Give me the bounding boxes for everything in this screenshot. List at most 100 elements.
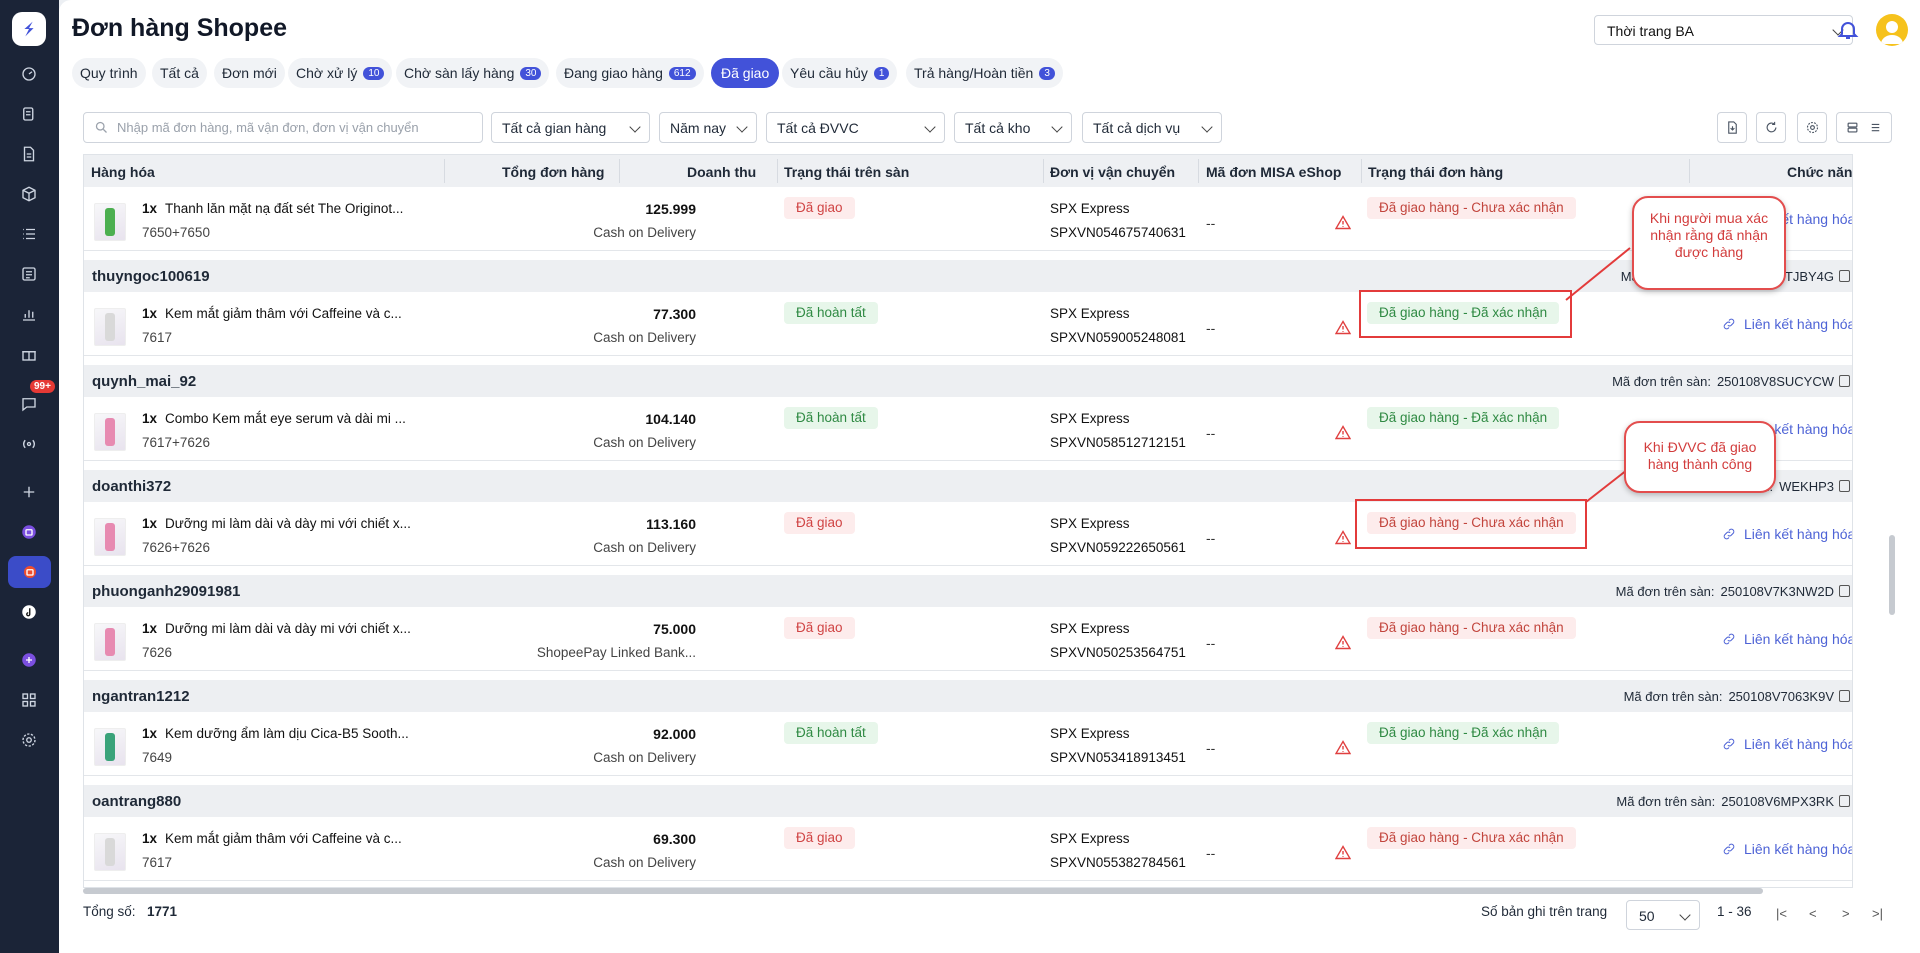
table-row[interactable]: 1x Combo Kem mắt eye serum và dài mi ... … [84,397,1852,461]
bell-icon[interactable] [1836,18,1860,42]
tracking-number[interactable]: SPXVN059005248081 [1050,330,1186,345]
tiktok-icon[interactable] [15,598,43,626]
warning-icon[interactable] [1335,635,1351,650]
product-name[interactable]: 1x Thanh lăn mặt nạ đất sét The Originot.… [142,201,403,216]
warning-icon[interactable] [1335,425,1351,440]
tracking-number[interactable]: SPXVN055382784561 [1050,855,1186,870]
tab-tra-hang[interactable]: Trả hàng/Hoàn tiền 3 [906,58,1063,88]
warning-icon[interactable] [1335,530,1351,545]
tab-cho-xu-ly[interactable]: Chờ xử lý 10 [288,58,393,88]
warehouse-filter[interactable]: Tất cả kho [954,112,1072,143]
prev-page-icon[interactable]: < [1809,906,1817,921]
export-button[interactable] [1717,112,1747,143]
table-row[interactable]: 1x Dưỡng mi làm dài và dày mi với chiết x… [84,502,1852,566]
refresh-button[interactable] [1756,112,1786,143]
buyer-name: ngantran1212 [92,688,190,705]
product-name[interactable]: 1x Kem mắt giảm thâm với Caffeine và c... [142,831,402,846]
report-icon[interactable] [15,300,43,328]
warning-icon[interactable] [1335,845,1351,860]
table-row[interactable]: 1x Thanh lăn mặt nạ đất sét The Originot.… [84,187,1852,251]
copy-icon[interactable] [1839,270,1850,282]
apps-icon[interactable] [15,686,43,714]
warning-icon[interactable] [1335,740,1351,755]
payment-method: Cash on Delivery [593,330,696,345]
tab-label: Đang giao hàng [564,65,663,81]
tab-don-moi[interactable]: Đơn mới [214,58,285,88]
shop-filter[interactable]: Tất cả gian hàng [491,112,650,143]
link-product-button[interactable]: Liên kết hàng hóa [1722,841,1852,857]
box-icon[interactable] [15,180,43,208]
orders-icon[interactable] [15,100,43,128]
horizontal-scrollbar[interactable] [83,888,1763,894]
add-icon[interactable] [15,478,43,506]
chat-icon[interactable] [15,390,43,418]
gear-icon [1806,121,1818,134]
page-size-label: Số bản ghi trên trang [1481,904,1608,919]
table-row[interactable]: 1x Dưỡng mi làm dài và dày mi với chiết x… [84,607,1852,671]
page-size-select[interactable]: 50 [1626,900,1700,930]
buyer-name: oantrang880 [92,793,182,810]
document-icon[interactable] [15,140,43,168]
tracking-number[interactable]: SPXVN050253564751 [1050,645,1186,660]
tab-dang-giao-hang[interactable]: Đang giao hàng 612 [556,58,704,88]
search-input[interactable]: Nhập mã đơn hàng, mã vận đơn, đơn vị vận… [83,112,483,143]
card-view-icon[interactable] [1845,120,1860,135]
table-row[interactable]: 1x Kem mắt giảm thâm với Caffeine và c...… [84,292,1852,356]
link-product-button[interactable]: Liên kết hàng hóa [1722,316,1852,332]
warning-icon[interactable] [1335,320,1351,335]
tracking-number[interactable]: SPXVN054675740631 [1050,225,1186,240]
next-page-icon[interactable]: > [1842,906,1850,921]
copy-icon[interactable] [1839,480,1850,492]
app-logo[interactable] [12,12,46,46]
first-page-icon[interactable]: |< [1776,906,1787,921]
shop-selector[interactable]: Thời trang BA [1594,15,1853,45]
order-group-header: oantrang880 Mã đơn trên sàn: 250108V6MPX3… [84,785,1852,817]
tab-da-giao[interactable]: Đã giao [711,58,780,88]
copy-icon[interactable] [1839,690,1850,702]
total-value: 1771 [147,904,178,919]
product-name[interactable]: 1x Kem mắt giảm thâm với Caffeine và c... [142,306,402,321]
list-icon[interactable] [15,220,43,248]
vertical-scrollbar[interactable] [1889,535,1895,615]
tab-cho-san-lay-hang[interactable]: Chờ sàn lấy hàng 30 [396,58,550,88]
link-product-button[interactable]: Liên kết hàng hóa [1722,631,1852,647]
warning-icon[interactable] [1335,215,1351,230]
broadcast-icon[interactable] [15,430,43,458]
integration-icon[interactable] [15,646,43,674]
table-row[interactable]: 1x Kem mắt giảm thâm với Caffeine và c...… [84,817,1852,881]
product-name[interactable]: 1x Dưỡng mi làm dài và dày mi với chiết x… [142,516,411,531]
gift-icon[interactable] [15,340,43,368]
product-name[interactable]: 1x Kem dưỡng ẩm làm dịu Cica-B5 Sooth... [142,726,409,741]
settings-button[interactable] [1797,112,1827,143]
link-icon [1723,738,1735,750]
copy-icon[interactable] [1839,375,1850,387]
last-page-icon[interactable]: >| [1872,906,1883,921]
copy-icon[interactable] [1839,795,1850,807]
settings-icon[interactable] [15,726,43,754]
copy-icon[interactable] [1839,585,1850,597]
product-name[interactable]: 1x Dưỡng mi làm dài và dày mi với chiết x… [142,621,411,636]
table-row[interactable]: 1x Kem dưỡng ẩm làm dịu Cica-B5 Sooth... … [84,712,1852,776]
checklist-icon[interactable] [15,260,43,288]
list-view-icon[interactable] [1868,120,1883,135]
shopee-icon[interactable] [8,556,51,588]
tracking-number[interactable]: SPXVN059222650561 [1050,540,1186,555]
carrier-filter[interactable]: Tất cả ĐVVC [766,112,945,143]
link-product-button[interactable]: Liên kết hàng hóa [1722,736,1852,752]
product-name[interactable]: 1x Combo Kem mắt eye serum và dài mi ... [142,411,406,426]
tracking-number[interactable]: SPXVN053418913451 [1050,750,1186,765]
platform-status-badge: Đã giao [784,512,855,534]
period-filter[interactable]: Năm nay [659,112,757,143]
order-status-badge: Đã giao hàng - Đã xác nhận [1367,407,1560,429]
link-product-button[interactable]: Liên kết hàng hóa [1722,526,1852,542]
shop-purple-icon[interactable] [15,518,43,546]
col-product: Hàng hóa [91,164,155,180]
dashboard-icon[interactable] [15,60,43,88]
tab-tat-ca[interactable]: Tất cả [152,58,207,88]
avatar[interactable] [1876,14,1908,46]
tab-yeu-cau-huy[interactable]: Yêu cầu hủy 1 [782,58,898,88]
tracking-number[interactable]: SPXVN058512712151 [1050,435,1186,450]
service-filter[interactable]: Tất cả dịch vụ [1082,112,1222,143]
tab-quy-trinh[interactable]: Quy trình [72,58,146,88]
view-toggle[interactable] [1836,112,1892,143]
